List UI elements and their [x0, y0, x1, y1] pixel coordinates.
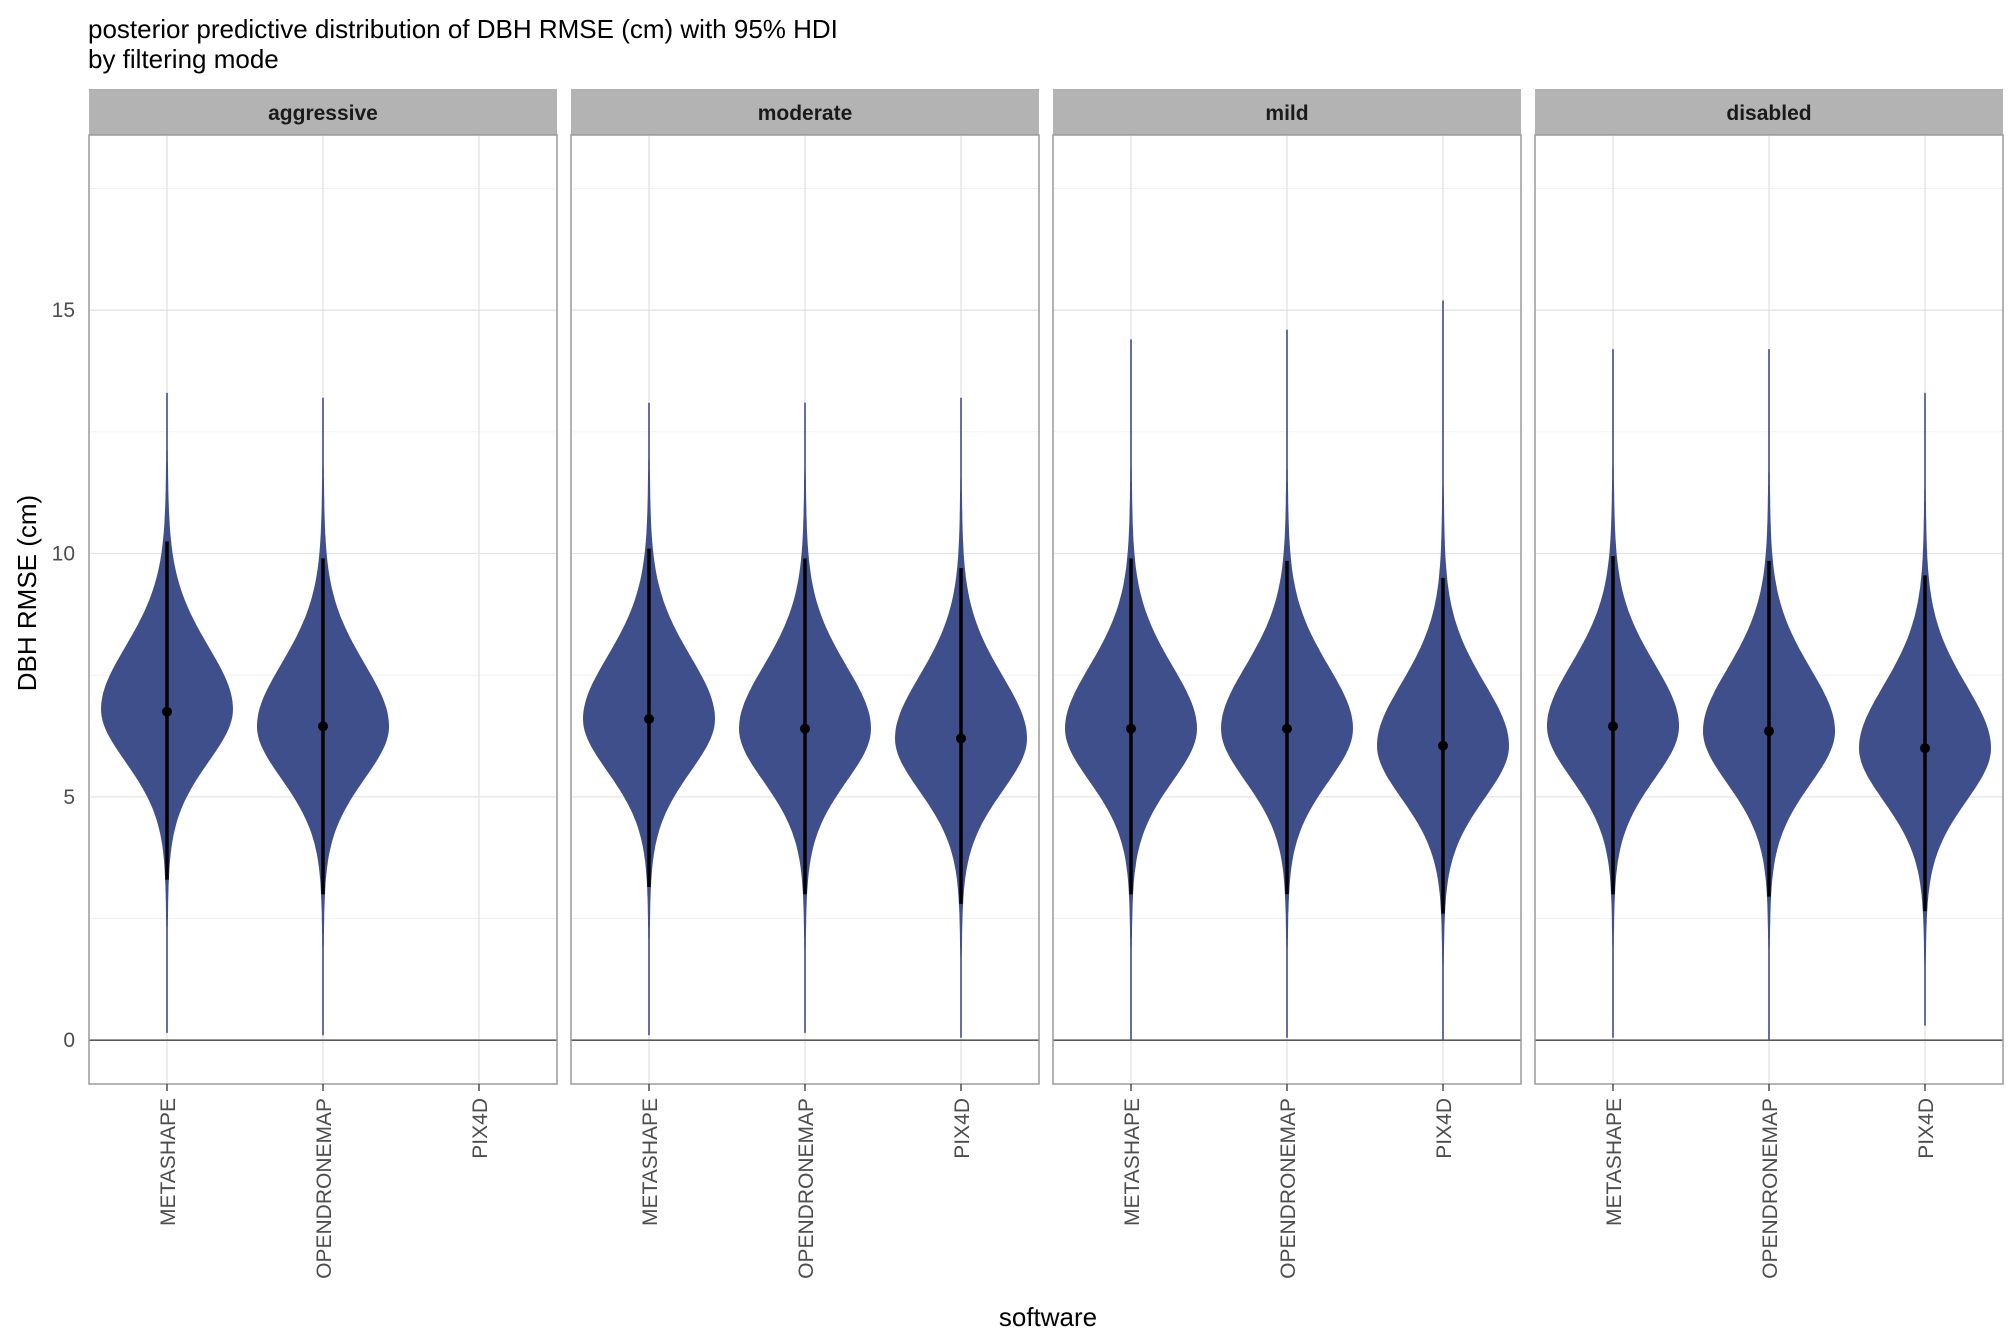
- x-tick-label: OPENDRONEMAP: [313, 1098, 336, 1279]
- y-tick-label: 10: [52, 543, 75, 566]
- median-point: [1438, 740, 1448, 751]
- chart-title: posterior predictive distribution of DBH…: [88, 14, 838, 44]
- x-tick-label: METASHAPE: [1121, 1098, 1144, 1226]
- facet-strip: [571, 89, 1039, 135]
- violin-group: [1859, 392, 1991, 1026]
- median-point: [800, 723, 810, 734]
- x-tick-label: PIX4D: [1915, 1098, 1938, 1159]
- y-tick-label: 5: [63, 786, 75, 809]
- y-axis-ticks: 0 5 10 15: [52, 299, 75, 1052]
- x-tick-label: METASHAPE: [1603, 1098, 1626, 1226]
- y-tick-label: 15: [52, 299, 75, 322]
- violin-group: [101, 392, 233, 1033]
- median-point: [318, 721, 328, 732]
- x-tick-label: PIX4D: [951, 1098, 974, 1159]
- x-tick-label: OPENDRONEMAP: [795, 1098, 818, 1279]
- median-point: [162, 706, 172, 717]
- x-tick-label: PIX4D: [469, 1098, 492, 1159]
- x-axis-title: software: [999, 1302, 1097, 1332]
- violin-group: [1065, 339, 1197, 1041]
- chart-subtitle: by filtering mode: [88, 44, 279, 74]
- violin-group: [257, 397, 389, 1036]
- facet-panel-disabled: disabled METASHAPE OPENDRONEMAP PIX4D: [1534, 89, 2004, 1279]
- facet-strip-label: aggressive: [268, 102, 378, 125]
- y-tick-label: 0: [63, 1029, 75, 1052]
- y-axis-title: DBH RMSE (cm): [12, 495, 42, 691]
- median-point: [1126, 723, 1136, 734]
- facet-strip: [89, 89, 557, 135]
- violin-group: [1547, 349, 1679, 1038]
- facet-strip-label: mild: [1265, 102, 1308, 125]
- violin-group: [583, 402, 715, 1036]
- violin-group: [739, 402, 871, 1033]
- violin-group: [1377, 300, 1509, 1041]
- median-point: [644, 714, 654, 724]
- median-point: [1282, 723, 1292, 734]
- facet-strip-label: moderate: [758, 102, 853, 125]
- x-tick-label: METASHAPE: [639, 1098, 662, 1226]
- violin-group: [1703, 349, 1835, 1041]
- facet-panel-moderate: moderate METASHAPE OPENDRONEMAP PIX4D: [570, 89, 1040, 1279]
- x-tick-label: OPENDRONEMAP: [1277, 1098, 1300, 1279]
- median-point: [956, 733, 966, 744]
- x-tick-label: PIX4D: [1433, 1098, 1456, 1159]
- median-point: [1764, 726, 1774, 737]
- facet-strip: [1535, 89, 2003, 135]
- median-point: [1920, 743, 1930, 754]
- facet-strip-label: disabled: [1726, 102, 1811, 125]
- median-point: [1608, 721, 1618, 732]
- x-tick-label: METASHAPE: [157, 1098, 180, 1226]
- x-tick-label: OPENDRONEMAP: [1759, 1098, 1782, 1279]
- violin-group: [1221, 329, 1353, 1038]
- violin-group: [895, 397, 1027, 1038]
- facet-panel-mild: mild METASHAPE OPENDRONEMAP PIX4D: [1052, 89, 1522, 1279]
- facet-strip: [1053, 89, 1521, 135]
- facet-panel-aggressive: aggressive METASHAPE OPENDRONEMAP PIX4D: [88, 89, 558, 1279]
